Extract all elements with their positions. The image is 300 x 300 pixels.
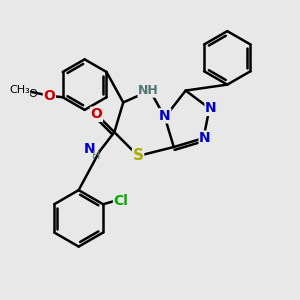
Text: Cl: Cl [113,194,128,208]
Text: H: H [92,151,101,161]
Text: N: N [83,142,95,155]
Text: CH₃: CH₃ [9,85,30,95]
Text: O: O [28,89,38,99]
Text: N: N [159,109,171,123]
Text: S: S [133,148,144,164]
Text: O: O [44,89,55,103]
Text: O: O [91,107,102,121]
Text: NH: NH [138,84,159,97]
Text: N: N [199,131,211,145]
Text: N: N [205,101,217,116]
